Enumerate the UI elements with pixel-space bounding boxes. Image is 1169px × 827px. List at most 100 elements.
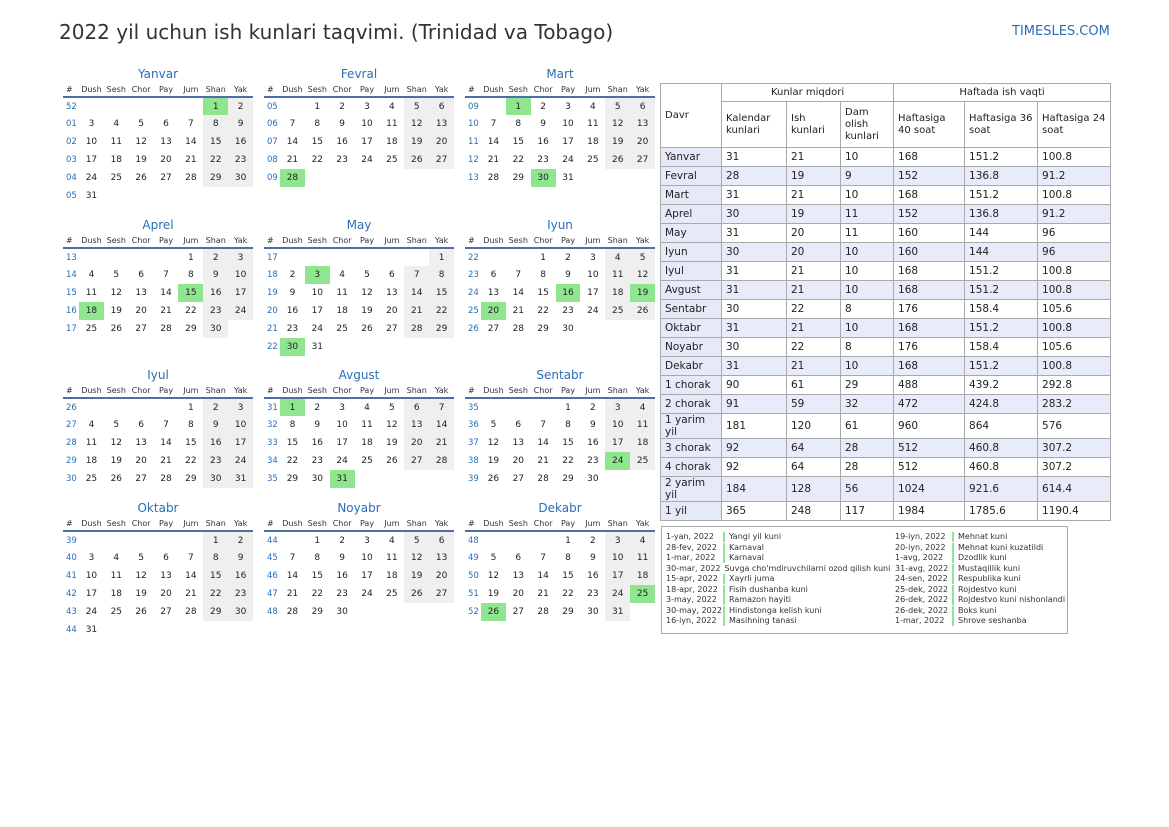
day-cell: 2 <box>590 535 596 546</box>
weekend-day-cell: 5 <box>605 97 631 115</box>
weekday-header: # <box>63 384 79 399</box>
weekday-header: Dush <box>481 517 506 532</box>
day-cell: 31 <box>85 625 98 635</box>
weekday-header: Yak <box>429 517 455 532</box>
day-cell: 5 <box>113 270 120 280</box>
week-number: 50 <box>468 571 479 581</box>
holiday-entry: 26-dek, 2022 Rojdestvo kuni nishonlandi <box>895 595 1095 606</box>
weekday-header: Jum <box>379 234 405 249</box>
weekday-header: Sesh <box>505 83 531 98</box>
summary-period-label: 4 chorak <box>660 457 722 477</box>
day-cell: 20 <box>135 456 147 466</box>
weekend-day-cell: 16 <box>203 434 229 452</box>
month-calendar: Sentabr # Dush Sesh Chor Pay Jum Shan Yak 35 1 2 3 4 3… <box>465 366 656 488</box>
summary-cell: 424.8 <box>964 394 1039 414</box>
weekday-header: Shan <box>404 517 430 532</box>
summary-cell: 100.8 <box>1037 318 1112 338</box>
week-row: 05 1 2 3 4 5 6 <box>264 97 455 115</box>
day-cell: 21 <box>487 155 500 165</box>
day-cell: 17 <box>562 137 574 147</box>
summary-cell: 100.8 <box>1037 356 1112 376</box>
day-cell: 1 <box>188 252 194 263</box>
weekend-day-cell: 30 <box>203 470 229 488</box>
summary-cell: 28 <box>839 438 895 458</box>
week-number: 36 <box>468 420 479 430</box>
empty-day-cell <box>104 97 129 115</box>
day-cell: 13 <box>512 438 525 448</box>
summary-row: 2 chorak 91 59 32 472 424.8 283.2 <box>660 394 1112 414</box>
week-row: 22 30 31 <box>264 338 454 356</box>
summary-cell: 31 <box>721 356 787 376</box>
week-number: 33 <box>267 438 278 448</box>
day-cell: 28 <box>512 324 525 334</box>
day-cell: 8 <box>289 420 296 430</box>
empty-day-cell <box>178 531 203 549</box>
holiday-day-cell: 28 <box>280 169 305 187</box>
day-cell: 12 <box>487 438 500 448</box>
weekend-day-cell: 24 <box>605 585 631 603</box>
week-number: 10 <box>468 119 479 129</box>
summary-cell: 152 <box>893 204 966 224</box>
weekend-day-cell: 27 <box>429 585 455 603</box>
day-cell: 15 <box>537 288 549 298</box>
summary-cell: 92 <box>721 438 787 458</box>
day-cell: 31 <box>85 191 98 201</box>
day-cell: 19 <box>487 589 500 599</box>
day-cell: 3 <box>364 535 370 546</box>
weekend-day-cell: 25 <box>605 302 631 320</box>
weekend-day-cell: 12 <box>630 266 656 284</box>
day-cell: 28 <box>185 173 197 183</box>
summary-cell: 8 <box>839 299 895 319</box>
day-cell: 29 <box>311 607 324 617</box>
site-link[interactable]: TIMESLES.COM <box>1012 24 1110 39</box>
holiday-name: Shrove seshanba <box>958 616 1027 625</box>
empty-day-cell <box>129 398 154 416</box>
day-cell: 30 <box>587 607 599 617</box>
day-cell: 18 <box>110 155 123 165</box>
day-cell: 30 <box>587 474 599 484</box>
holiday-date: 25-dek, 2022 <box>895 584 949 594</box>
weekend-day-cell: 23 <box>203 302 229 320</box>
day-cell: 4 <box>88 270 95 280</box>
summary-cell: 144 <box>964 223 1039 243</box>
weekend-day-cell: 4 <box>630 531 656 549</box>
month-calendar: Mart # Dush Sesh Chor Pay Jum Shan Yak 09 1 2 3 4 5 6 10… <box>465 65 656 187</box>
summary-cell: 31 <box>721 147 787 167</box>
day-cell: 15 <box>562 438 574 448</box>
summary-cell: 91 <box>721 394 787 414</box>
week-row: 05 31 <box>63 187 253 205</box>
summary-cell: 10 <box>839 280 895 300</box>
day-cell: 19 <box>361 306 373 316</box>
weekday-header: Yak <box>429 83 455 98</box>
day-cell: 14 <box>512 288 525 298</box>
day-cell: 19 <box>135 155 147 165</box>
weekend-day-cell: 24 <box>228 452 254 470</box>
week-row: 13 28 29 30 31 <box>465 169 655 187</box>
empty-day-cell <box>630 169 655 187</box>
summary-cell: 92 <box>721 457 787 477</box>
day-cell: 12 <box>135 137 147 147</box>
weekday-header: Yak <box>429 234 455 249</box>
holiday-entry: 31-avg, 2022 Mustaqillik kuni <box>895 563 1095 575</box>
holiday-day-cell: 19 <box>630 284 656 302</box>
weekend-day-cell: 16 <box>203 284 229 302</box>
empty-day-cell <box>506 531 531 549</box>
weekday-header: Sesh <box>103 83 129 98</box>
day-cell: 14 <box>160 438 172 448</box>
day-cell: 5 <box>138 553 145 563</box>
holiday-day-cell: 26 <box>481 603 506 621</box>
summary-cell: 105.6 <box>1037 337 1112 357</box>
weekday-header: Shan <box>404 234 430 249</box>
day-cell: 29 <box>185 474 197 484</box>
weekday-header: # <box>264 234 280 249</box>
weekend-day-cell: 10 <box>605 549 631 567</box>
week-row: 46 14 15 16 17 18 19 20 <box>264 567 455 585</box>
holiday-column-right: 19-iyn, 2022 Mehnat kuni 20-iyn, 2022 Mehna… <box>895 532 1095 627</box>
day-cell: 23 <box>537 155 549 165</box>
weekday-header: Dush <box>79 83 104 98</box>
weekday-header: Shan <box>203 83 229 98</box>
day-cell: 6 <box>515 553 522 563</box>
summary-cell: 365 <box>721 501 787 521</box>
day-cell: 5 <box>113 420 120 430</box>
weekday-header: Pay <box>354 83 380 98</box>
